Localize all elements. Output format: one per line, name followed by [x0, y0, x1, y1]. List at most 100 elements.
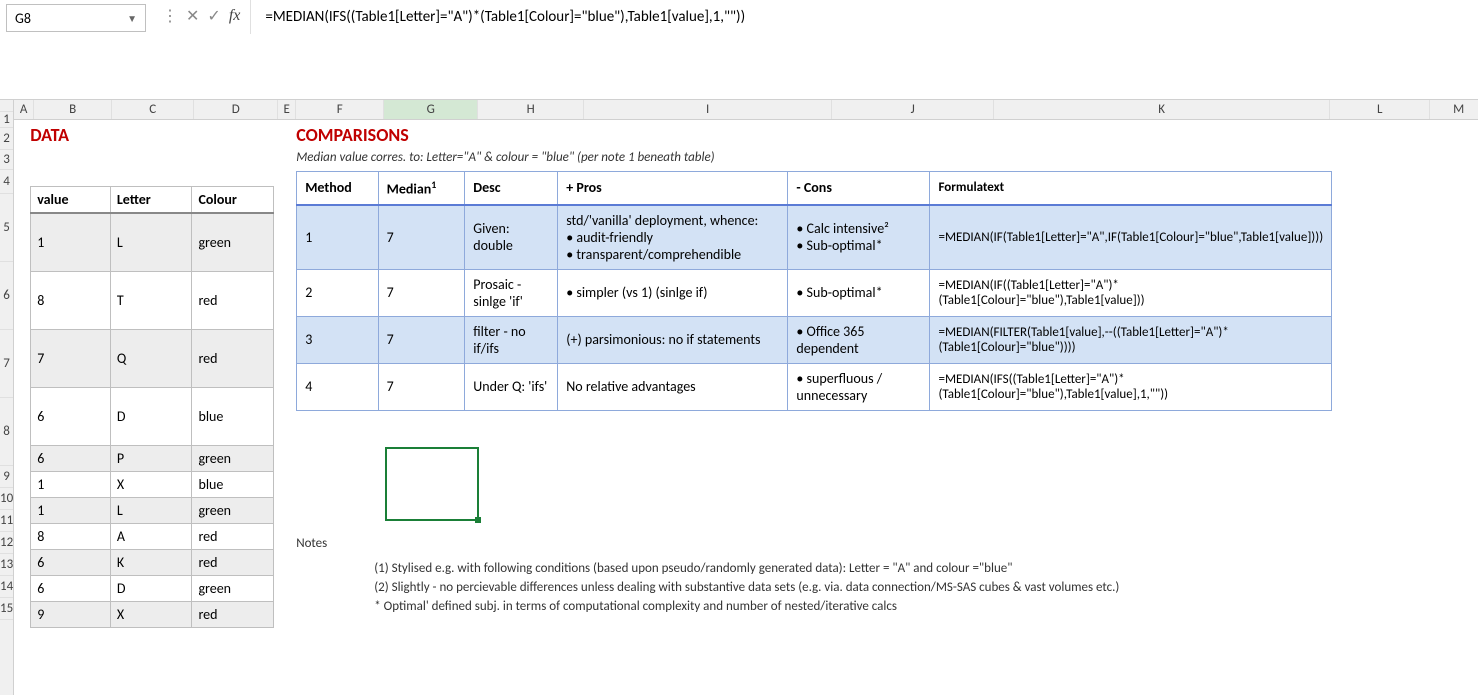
cell[interactable]: 3: [297, 316, 378, 363]
col-header-H[interactable]: H: [478, 100, 584, 119]
cell[interactable]: std/'vanilla' deployment, whence: • audi…: [558, 205, 788, 270]
cell[interactable]: X: [110, 471, 192, 497]
row-header-13[interactable]: 13: [0, 554, 13, 576]
col-header-C[interactable]: C: [112, 100, 194, 119]
table-row[interactable]: 1Xblue: [31, 471, 274, 497]
cell[interactable]: Under Q: 'ifs': [465, 363, 558, 410]
cell[interactable]: 6: [31, 387, 111, 445]
cell[interactable]: • simpler (vs 1) (sinlge if): [558, 269, 788, 316]
cell[interactable]: 1: [297, 205, 378, 270]
col-header-E[interactable]: E: [278, 100, 296, 119]
col-header-M[interactable]: M: [1430, 100, 1478, 119]
col-header-K[interactable]: K: [994, 100, 1330, 119]
cell[interactable]: 8: [31, 523, 111, 549]
table-row[interactable]: 1Lgreen: [31, 213, 274, 271]
row-header-2[interactable]: 2: [0, 128, 13, 150]
cell[interactable]: 1: [31, 213, 111, 271]
cell[interactable]: red: [192, 271, 274, 329]
col-header-G[interactable]: G: [384, 100, 478, 119]
cell[interactable]: • superfluous / unnecessary: [788, 363, 930, 410]
cell[interactable]: L: [110, 497, 192, 523]
name-box-dropdown-icon[interactable]: ▼: [127, 12, 137, 25]
cell[interactable]: 6: [31, 575, 111, 601]
cell[interactable]: 8: [31, 271, 111, 329]
comparisons-table[interactable]: Method Median1 Desc + Pros - Cons Formul…: [296, 171, 1332, 411]
table-row[interactable]: 8Ared: [31, 523, 274, 549]
table-row[interactable]: 6Dgreen: [31, 575, 274, 601]
table-row[interactable]: 47Under Q: 'ifs'No relative advantages• …: [297, 363, 1332, 410]
row-header-3[interactable]: 3: [0, 150, 13, 170]
cell[interactable]: 7: [378, 205, 465, 270]
cell[interactable]: P: [110, 445, 192, 471]
row-header-7[interactable]: 7: [0, 330, 13, 398]
table-row[interactable]: 8Tred: [31, 271, 274, 329]
cell[interactable]: =MEDIAN(IF((Table1[Letter]="A")*(Table1[…: [930, 269, 1332, 316]
cell[interactable]: 7: [378, 363, 465, 410]
table-row[interactable]: 6Dblue: [31, 387, 274, 445]
cell[interactable]: D: [110, 387, 192, 445]
row-header-8[interactable]: 8: [0, 398, 13, 466]
cell[interactable]: 4: [297, 363, 378, 410]
cell[interactable]: 7: [378, 316, 465, 363]
cell[interactable]: X: [110, 601, 192, 627]
table-row[interactable]: 6Pgreen: [31, 445, 274, 471]
col-header-L[interactable]: L: [1330, 100, 1430, 119]
cell[interactable]: (+) parsimonious: no if statements: [558, 316, 788, 363]
cell[interactable]: • Office 365 dependent: [788, 316, 930, 363]
cell[interactable]: K: [110, 549, 192, 575]
cell[interactable]: 1: [31, 471, 111, 497]
row-header-15[interactable]: 15: [0, 598, 13, 620]
cell[interactable]: Given: double: [465, 205, 558, 270]
fill-handle[interactable]: [475, 517, 481, 523]
cell[interactable]: • Calc intensive² • Sub-optimal*: [788, 205, 930, 270]
table-row[interactable]: 6Kred: [31, 549, 274, 575]
col-header-F[interactable]: F: [296, 100, 384, 119]
formula-input[interactable]: =MEDIAN(IFS((Table1[Letter]="A")*(Table1…: [250, 0, 1478, 34]
cell[interactable]: filter - no if/ifs: [465, 316, 558, 363]
cell[interactable]: green: [192, 497, 274, 523]
row-header-11[interactable]: 11: [0, 510, 13, 532]
cell[interactable]: red: [192, 329, 274, 387]
row-header-14[interactable]: 14: [0, 576, 13, 598]
cell[interactable]: =MEDIAN(IF(Table1[Letter]="A",IF(Table1[…: [930, 205, 1332, 270]
cell[interactable]: blue: [192, 471, 274, 497]
cell[interactable]: T: [110, 271, 192, 329]
cell[interactable]: 1: [31, 497, 111, 523]
cell[interactable]: 7: [31, 329, 111, 387]
row-header-4[interactable]: 4: [0, 170, 13, 194]
cell[interactable]: green: [192, 575, 274, 601]
row-header-10[interactable]: 10: [0, 488, 13, 510]
row-header-6[interactable]: 6: [0, 262, 13, 330]
row-header-9[interactable]: 9: [0, 466, 13, 488]
cell[interactable]: blue: [192, 387, 274, 445]
cell[interactable]: Q: [110, 329, 192, 387]
row-header-5[interactable]: 5: [0, 194, 13, 262]
col-header-I[interactable]: I: [584, 100, 832, 119]
cell[interactable]: • Sub-optimal*: [788, 269, 930, 316]
row-header-12[interactable]: 12: [0, 532, 13, 554]
cell[interactable]: L: [110, 213, 192, 271]
cell[interactable]: Prosaic - sinlge 'if': [465, 269, 558, 316]
cell[interactable]: No relative advantages: [558, 363, 788, 410]
row-header-1[interactable]: 1: [0, 112, 13, 128]
cancel-icon[interactable]: ✕: [186, 6, 199, 26]
table-row[interactable]: 9Xred: [31, 601, 274, 627]
cell[interactable]: =MEDIAN(IFS((Table1[Letter]="A")*(Table1…: [930, 363, 1332, 410]
cell[interactable]: red: [192, 523, 274, 549]
cell[interactable]: red: [192, 549, 274, 575]
fx-icon[interactable]: fx: [229, 7, 241, 25]
cell[interactable]: =MEDIAN(FILTER(Table1[value],--((Table1[…: [930, 316, 1332, 363]
cell[interactable]: green: [192, 213, 274, 271]
table-row[interactable]: 7Qred: [31, 329, 274, 387]
col-header-D[interactable]: D: [194, 100, 278, 119]
grid[interactable]: ABCDEFGHIJKLM DATA value Letter Colour 1…: [14, 100, 1478, 695]
col-header-B[interactable]: B: [34, 100, 112, 119]
table-row[interactable]: 37filter - no if/ifs(+) parsimonious: no…: [297, 316, 1332, 363]
cell[interactable]: green: [192, 445, 274, 471]
cell[interactable]: 6: [31, 445, 111, 471]
data-table[interactable]: value Letter Colour 1Lgreen8Tred7Qred6Db…: [30, 186, 274, 628]
cell[interactable]: D: [110, 575, 192, 601]
col-header-A[interactable]: A: [14, 100, 34, 119]
accept-icon[interactable]: ✓: [207, 6, 220, 26]
table-row[interactable]: 1Lgreen: [31, 497, 274, 523]
